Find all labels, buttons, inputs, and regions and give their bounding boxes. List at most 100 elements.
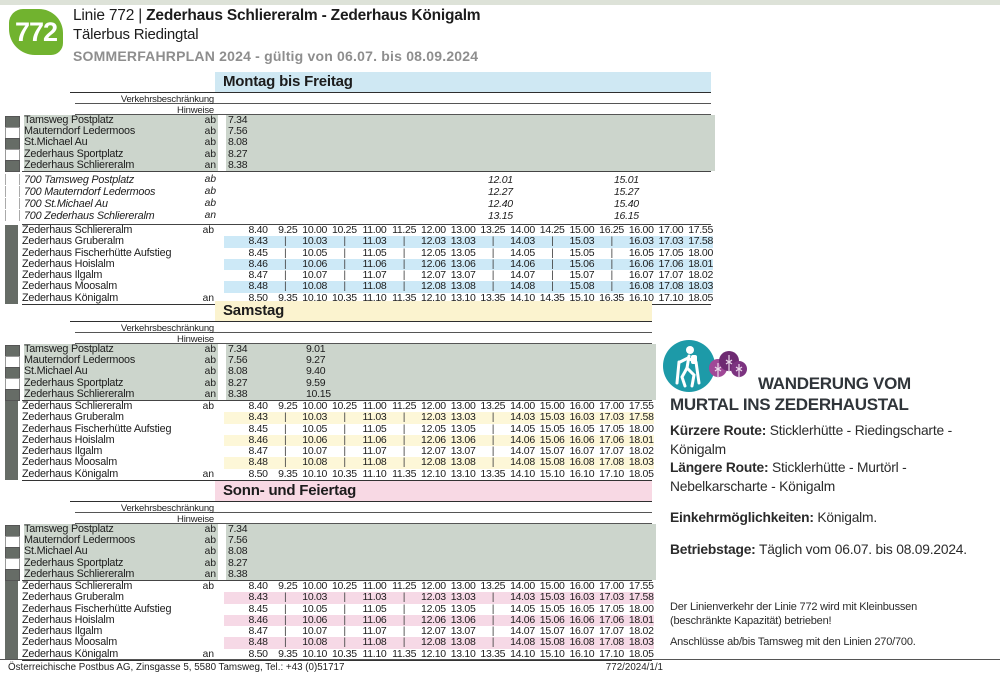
stop-type-marker (5, 648, 18, 661)
column-gap (216, 603, 224, 615)
time-cell: 14.03 (510, 235, 535, 248)
times-area: 7.34 (226, 114, 716, 127)
column-gap (218, 366, 226, 378)
time-cell: 12.08 (421, 636, 446, 649)
time-cell: 8.40 (248, 579, 268, 592)
column-gap (218, 377, 226, 389)
times-area: 8.48 | 10.08 | 11.08 | 12.08 13.08 | 14.08 15.08 16… (224, 456, 654, 469)
time-cell: 15.08 (539, 636, 565, 649)
times-area: 8.38 (226, 567, 656, 580)
time-cell: 14.06 (510, 433, 535, 446)
time-cell: 13.00 (450, 399, 476, 412)
ab-an-mark (188, 259, 216, 270)
page-title: Linie 772 | Zederhaus Schliereralm - Zed… (73, 7, 481, 25)
time-cell: 13.10 (450, 467, 476, 480)
column-gap (216, 626, 224, 638)
column-gap (216, 292, 224, 305)
stop-name: St.Michael Au (24, 366, 190, 378)
section-sunday: Sonn- und Feiertag Verkehrsbeschränkung … (0, 481, 656, 662)
subtitle: Tälerbus Riedingtal (73, 26, 199, 43)
column-gap (218, 209, 226, 222)
no-stop-bar: | (551, 246, 554, 259)
no-stop-bar: | (402, 636, 406, 649)
time-cell: 16.00 (569, 399, 595, 412)
time-cell: 13.25 (480, 223, 506, 236)
stop-name: Zederhaus Hoislalm (22, 434, 115, 446)
no-stop-bar: | (283, 257, 287, 270)
times-area: 8.50 9.35 10.10 10.35 11.10 11.35 12.10 13.10 13… (224, 291, 713, 304)
no-stop-bar: | (283, 445, 287, 458)
time-cell: 14.03 (510, 411, 535, 424)
time-cell: 15.05 (539, 602, 565, 615)
timetable-row: Zederhaus Königalm an 8.50 9.35 10.10 10.35 11… (0, 647, 656, 661)
no-stop-bar: | (343, 445, 346, 458)
time-cell: 13.00 (450, 223, 476, 236)
time-cell: 10.03 (302, 411, 328, 424)
stop-name: Zederhaus Sportplatz (24, 148, 190, 160)
time-cell: 10.06 (302, 257, 328, 270)
days-label: Betriebstage: (670, 541, 756, 557)
time-cell: 9.40 (306, 365, 326, 378)
stop-name: Zederhaus Moosalm (22, 457, 118, 469)
stop-type-marker (5, 457, 18, 469)
stop-name: Zederhaus Hoislalm (22, 614, 115, 626)
time-cell: 10.25 (331, 223, 357, 236)
time-cell: 8.38 (228, 567, 248, 580)
time-cell: 11.03 (362, 411, 387, 424)
time-cell: 11.07 (362, 625, 387, 638)
time-cell: 12.05 (421, 246, 446, 259)
time-cell: 13.06 (450, 257, 476, 270)
time-cell: 13.08 (450, 456, 476, 469)
no-stop-bar: | (491, 422, 495, 435)
ab-an-mark: ab (204, 197, 216, 209)
short-route-text: Sticklerhütte - Riedingscharte - Königal… (670, 423, 952, 457)
stop-name: 700 Tamsweg Postplatz (24, 173, 135, 186)
time-cell: 9.25 (278, 223, 298, 236)
times-area: 8.46 | 10.06 | 11.06 | 12.06 13.06 | 14.06 15.06 16… (224, 613, 654, 627)
time-cell: 11.05 (362, 422, 387, 435)
no-stop-bar: | (343, 235, 346, 248)
times-area: 8.40 9.25 10.00 10.25 11.00 11.25 12.00 13.00 13… (224, 579, 653, 592)
time-grid: Zederhaus Schliereralm ab 8.40 9.25 10.00 10.… (0, 579, 656, 661)
column-gap (218, 546, 226, 558)
time-cell: 17.03 (658, 235, 684, 248)
ab-an-mark (188, 604, 216, 615)
time-cell: 18.01 (688, 257, 713, 270)
time-cell: 17.55 (688, 223, 713, 236)
time-cell: 13.06 (450, 613, 476, 626)
no-stop-bar: | (491, 246, 495, 259)
notes-label-row: Hinweise (75, 513, 652, 525)
ab-an-mark: ab (190, 546, 218, 558)
time-cell: 12.27 (488, 185, 513, 198)
times-area: 12.40 15.40 (226, 198, 715, 210)
stop-name: Zederhaus Fischerhütte Aufstieg (22, 247, 172, 259)
line-label: Linie 772 | (73, 7, 147, 24)
no-stop-bar: | (610, 246, 614, 259)
times-area: 7.56 (226, 534, 656, 547)
time-cell: 8.47 (248, 625, 268, 638)
time-cell: 16.06 (628, 257, 654, 270)
stop-type-marker (5, 423, 18, 435)
timetable-row: Zederhaus Gruberalm 8.43 | 10.03 | 11.03 | 12.0… (0, 235, 715, 248)
time-cell: 13.10 (450, 647, 476, 660)
stop-type-marker (5, 468, 18, 481)
time-cell: 13.15 (488, 209, 513, 222)
times-area: 8.48 | 10.08 | 11.08 | 12.08 13.08 | 14.08 | 15.08 |… (224, 281, 713, 293)
column-gap (216, 434, 224, 447)
times-area: 8.47 | 10.07 | 11.07 | 12.07 13.07 | 14.07 15.07 16… (224, 625, 653, 638)
feeder-stop-row: Zederhaus Schliereralm an 8.38 (0, 159, 716, 173)
timetable-row: Zederhaus Fischerhütte Aufstieg 8.45 | 10.0… (0, 246, 715, 259)
time-cell: 9.35 (278, 291, 298, 304)
column-gap (216, 270, 224, 282)
feeder-stop-row: Tamsweg Postplatz ab 7.34 9.01 (0, 343, 656, 357)
timetable-row: Zederhaus Königalm an 8.50 9.35 10.10 10.35 11… (0, 467, 656, 481)
time-cell: 16.07 (569, 625, 595, 638)
time-cell: 13.03 (450, 591, 476, 604)
time-cell: 13.35 (480, 647, 506, 660)
no-stop-bar: | (343, 411, 346, 424)
time-cell: 7.34 (228, 114, 248, 126)
time-cell: 12.10 (421, 291, 446, 304)
stops-text: Königalm. (813, 510, 877, 525)
time-cell: 13.35 (480, 467, 506, 480)
route-title: Zederhaus Schliereralm - Zederhaus König… (146, 7, 481, 24)
